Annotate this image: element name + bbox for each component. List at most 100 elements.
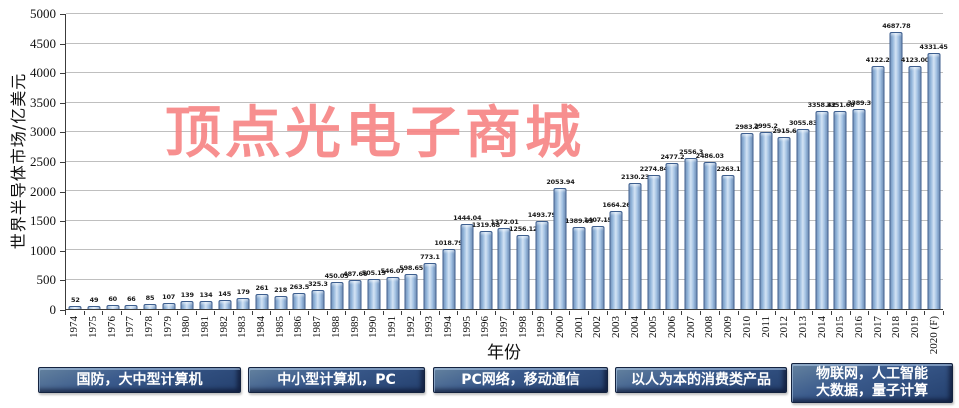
bar-slot: 2263.1 [716,14,741,309]
x-tick-label: 1976 [105,316,118,338]
bar-slot: 598.65 [399,14,423,309]
x-tick-label: 1988 [329,316,342,338]
bar-1997 [497,228,511,309]
x-tick-mark [307,311,309,315]
x-tick-mark [588,311,590,315]
bar-1987 [311,289,325,309]
bar-value-label: 1493.79 [527,210,556,219]
bar-2000 [553,187,567,309]
bar-slot: 2983.2 [735,14,759,309]
y-tick-label: 3000 [30,124,56,140]
bar-slot: 1319.68 [472,14,500,309]
x-tick-label: 2002 [591,316,604,338]
bar-slot: 4331.45 [920,14,948,309]
x-tick-label: 1995 [460,316,473,338]
bar-value-label: 1372.01 [490,218,519,227]
bar-slot: 60 [103,14,122,309]
bar-slot: 139 [178,14,197,309]
era-box-label: PC网络，移动通信 [461,371,580,388]
bar-2007 [684,158,698,309]
x-tick-label: 2019 [908,316,921,338]
x-tick-label: 2011 [759,316,772,338]
bar-2004 [628,183,642,309]
x-tick-mark [532,311,534,315]
x-tick-label: 2000 [554,316,567,338]
x-tick-label: 1998 [516,316,529,338]
bar-1988 [330,282,344,309]
bar-value-label: 3055.83 [788,118,818,127]
x-tick-label: 2013 [796,316,809,338]
bar-1976 [106,305,120,309]
bar-slot: 3389.3 [847,14,871,309]
x-tick-mark [214,311,216,315]
x-tick-mark [606,311,608,315]
bar-slot: 145 [215,14,234,309]
bar-slot: 134 [197,14,216,309]
bar-2003 [609,210,623,309]
bar-slot: 263.5 [289,14,310,309]
x-tick-mark [886,311,888,315]
x-tick-mark [662,311,664,315]
bar-1989 [348,280,362,309]
x-tick-label: 1989 [348,316,361,338]
bar-2006 [665,162,679,309]
bar-2005 [647,174,661,309]
gridline [66,160,943,162]
gridline [66,72,943,73]
bar-slot: 4687.78 [882,14,911,309]
bar-slot: 107 [159,14,178,309]
x-tick-label: 2009 [722,316,735,338]
x-tick-mark [401,311,403,315]
bar-value-label: 3389.3 [847,99,871,108]
bar-slot: 2053.94 [546,14,575,309]
x-tick-mark [513,311,515,315]
bar-value-label: 2486.03 [695,152,724,161]
y-tick-label: 1000 [30,242,56,258]
bar-value-label: 2556.3 [679,148,704,157]
x-tick-label: 2010 [740,316,753,338]
bar-2019 [908,65,922,309]
bar-slot: 2486.03 [696,14,724,309]
x-tick-mark [195,311,197,315]
bar-value-label: 1664.26 [602,200,631,209]
bar-slot: 2556.3 [679,14,704,309]
era-box-4: 物联网，人工智能 大数据，量子计算 [791,363,953,403]
x-tick-label: 1979 [161,316,174,338]
bar-value-label: 1018.79 [434,238,463,247]
bar-value-label: 4331.45 [919,43,948,52]
y-tick-mark [60,43,66,45]
x-tick-label: 2012 [778,316,791,338]
x-tick-mark [681,311,683,315]
bar-value-label: 2477.2 [660,152,685,161]
x-tick-label: 1984 [255,316,268,338]
bar-slot: 2477.2 [660,14,685,309]
bar-value-label: 107 [162,292,176,301]
x-tick-label: 1977 [124,316,137,338]
x-tick-mark [382,311,384,315]
x-tick-label: 1994 [441,316,454,338]
bar-1985 [274,296,288,309]
bar-value-label: 263.5 [289,283,310,292]
bar-value-label: 2130.23 [621,173,650,182]
era-box-2: PC网络，移动通信 [433,367,608,393]
y-tick-label: 1500 [30,213,56,229]
bar-1984 [255,293,269,309]
x-tick-mark [158,311,160,315]
bar-value-label: 487.66 [343,270,368,279]
y-tick-mark [60,73,66,75]
bar-1975 [87,306,101,309]
x-tick-label: 2001 [572,316,585,338]
bar-slot: 325.3 [308,14,328,309]
bar-value-label: 2915.6 [772,126,797,135]
bar-slot: 1018.79 [434,14,463,309]
era-box-label: 国防，大中型计算机 [76,371,203,388]
bar-value-label: 4687.78 [882,22,911,31]
x-axis-tick-labels: 1974 1975 1976 1977 1978 1979 1980 1981 1982 1983… [65,311,944,359]
bar-slot: 2130.23 [621,14,649,309]
bar-1993 [423,263,437,309]
bar-value-label: 52 [71,295,80,304]
y-tick-mark [60,280,66,282]
x-tick-label: 1992 [404,316,417,338]
bar-slot: 3358.42 [808,14,836,309]
x-tick-mark [756,311,758,315]
